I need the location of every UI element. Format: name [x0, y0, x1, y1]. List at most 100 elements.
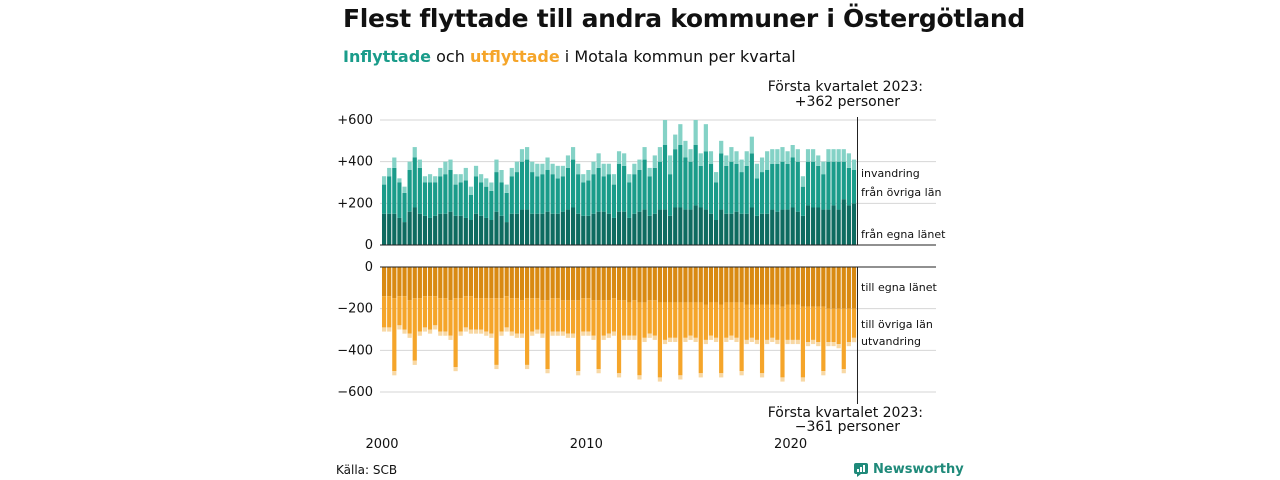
bar-out-1 [576, 300, 581, 372]
bar-in-2 [581, 174, 586, 183]
bar-out-1 [463, 296, 468, 328]
bar-in-0 [780, 209, 785, 245]
bar-out-2 [729, 335, 734, 340]
subtitle-connector: och [436, 47, 465, 66]
bar-in-1 [382, 184, 387, 214]
bar-in-0 [770, 209, 775, 245]
bar-in-2 [652, 155, 657, 168]
bar-in-0 [805, 205, 811, 245]
bar-in-0 [473, 213, 479, 245]
bar-out-2 [387, 327, 392, 332]
bar-in-0 [841, 199, 846, 245]
bar-in-1 [586, 180, 591, 216]
bar-in-2 [514, 161, 519, 173]
series-label: till övriga län [861, 318, 933, 331]
bar-out-1 [831, 308, 836, 342]
bar-in-1 [627, 182, 632, 218]
bar-out-1 [530, 298, 535, 332]
bar-in-1 [601, 176, 606, 212]
bar-out-1 [417, 298, 422, 332]
bar-in-2 [555, 165, 560, 179]
bar-out-0 [550, 267, 555, 299]
bar-in-1 [795, 161, 800, 212]
bar-in-2 [397, 178, 402, 183]
bar-in-1 [530, 172, 535, 214]
bar-out-0 [744, 267, 749, 305]
chart-subtitle: Inflyttade och utflyttade i Motala kommu… [343, 47, 796, 66]
bar-out-2 [463, 327, 468, 332]
bar-in-0 [576, 213, 581, 245]
bar-out-0 [816, 267, 821, 307]
bar-in-2 [780, 147, 785, 162]
bar-out-0 [519, 267, 525, 301]
bar-in-2 [586, 170, 591, 181]
bar-out-1 [622, 300, 627, 336]
bar-in-0 [744, 213, 749, 245]
bar-in-0 [601, 211, 606, 245]
bar-in-1 [504, 192, 509, 223]
bar-out-2 [851, 337, 857, 343]
bar-out-0 [719, 267, 724, 305]
bar-out-1 [836, 308, 841, 345]
bar-in-2 [560, 165, 565, 177]
bar-out-2 [688, 335, 693, 340]
y-tick-label: 0 [365, 260, 373, 275]
bar-out-0 [775, 267, 780, 305]
bar-in-1 [417, 167, 422, 214]
bar-out-0 [443, 267, 448, 299]
bar-in-2 [683, 140, 688, 158]
bar-in-1 [713, 182, 719, 220]
bar-in-2 [484, 178, 489, 187]
bar-out-1 [570, 300, 576, 334]
bar-out-2 [382, 327, 387, 332]
bar-out-2 [724, 337, 729, 342]
bar-in-2 [673, 134, 678, 150]
bar-in-1 [499, 182, 504, 216]
bar-in-1 [719, 153, 724, 210]
bar-out-1 [713, 302, 719, 338]
bar-out-1 [678, 302, 683, 376]
bar-out-2 [494, 364, 499, 370]
bar-out-2 [581, 331, 586, 336]
bar-out-1 [382, 296, 387, 328]
bar-out-2 [816, 342, 821, 347]
bar-in-1 [724, 165, 729, 214]
bar-in-1 [775, 163, 780, 212]
bar-out-2 [427, 329, 433, 334]
bar-in-0 [611, 217, 617, 245]
bar-out-0 [422, 267, 428, 297]
bar-out-0 [652, 267, 657, 301]
bar-out-0 [811, 267, 816, 307]
bar-in-2 [427, 174, 433, 183]
bar-out-2 [530, 331, 535, 336]
bar-in-1 [581, 182, 586, 216]
bar-in-2 [591, 161, 596, 175]
y-tick-label: +200 [337, 196, 373, 211]
bar-out-1 [412, 298, 417, 361]
bar-out-0 [647, 267, 652, 301]
bar-out-1 [770, 304, 775, 338]
y-tick-label: +400 [337, 155, 373, 170]
bar-out-2 [484, 331, 489, 336]
brand-logo: Newsworthy [854, 462, 964, 477]
bar-out-2 [683, 337, 688, 342]
bar-in-0 [739, 213, 744, 245]
bar-out-0 [484, 267, 489, 299]
bar-out-2 [708, 335, 714, 340]
bar-out-2 [790, 339, 795, 345]
bar-out-0 [427, 267, 433, 297]
bar-out-0 [698, 267, 703, 303]
bar-out-0 [473, 267, 479, 299]
series-label: till egna länet [861, 281, 937, 294]
bar-out-1 [642, 302, 647, 338]
bar-out-2 [540, 333, 545, 338]
bar-in-2 [836, 149, 841, 162]
bar-out-2 [433, 325, 438, 330]
bar-out-2 [785, 339, 790, 345]
bar-in-1 [438, 176, 443, 214]
bar-out-2 [586, 331, 591, 336]
bar-out-2 [555, 331, 560, 336]
bar-out-0 [668, 267, 673, 303]
subtitle-in-label: Inflyttade [343, 47, 432, 66]
bar-in-0 [826, 209, 831, 245]
